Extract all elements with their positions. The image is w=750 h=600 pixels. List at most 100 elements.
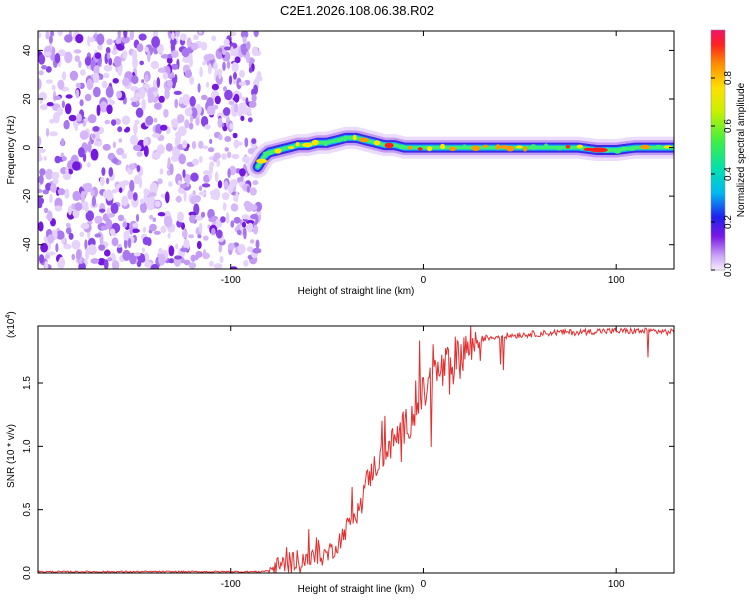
noise-blob [68,114,77,122]
noise-blob [226,60,231,69]
noise-blob [68,205,72,216]
noise-blob [168,181,173,187]
noise-blob [94,233,102,238]
noise-blob [85,247,90,260]
noise-blob [180,33,187,41]
noise-blob [97,258,106,266]
noise-blob [243,259,249,267]
noise-blob [38,136,41,148]
noise-blob [38,188,43,194]
noise-blob [203,249,206,257]
noise-blob [76,249,81,261]
noise-blob [132,223,139,228]
noise-blob [203,174,211,183]
noise-blob [157,67,166,73]
noise-blob [173,90,182,95]
noise-blob [136,151,143,157]
noise-blob [41,65,48,70]
noise-blob [52,178,59,185]
noise-blob [221,192,230,200]
noise-blob [213,152,221,160]
noise-blob [38,155,43,162]
noise-blob [209,161,215,168]
noise-blob [92,86,101,98]
noise-blob [190,172,199,182]
noise-blob [188,262,197,269]
noise-blob [199,66,203,78]
ridge-blob [449,146,457,151]
noise-blob [244,137,249,148]
noise-blob [61,137,65,147]
noise-blob [183,173,191,184]
noise-blob [193,195,201,203]
noise-blob [188,122,194,130]
spectrogram-frame [37,30,675,270]
noise-blob [251,138,257,144]
noise-blob [181,47,190,58]
noise-blob [222,202,227,211]
noise-blob [127,237,132,249]
ridge-blob [515,145,523,149]
noise-blob [90,148,99,161]
noise-blob [122,249,131,261]
noise-blob [85,210,95,222]
noise-blob [142,226,147,233]
noise-blob [127,189,134,200]
noise-blob [207,63,212,75]
noise-blob [64,188,70,199]
noise-blob [102,190,109,199]
noise-blob [133,123,138,135]
noise-blob [189,115,194,123]
noise-blob [224,147,229,152]
noise-blob [84,56,92,66]
noise-blob [195,250,203,258]
noise-blob [99,73,104,80]
noise-blob [105,86,114,98]
noise-blob [43,207,49,213]
noise-blob [122,221,128,228]
noise-blob [223,107,231,116]
noise-blob [143,188,150,196]
noise-blob [211,228,216,236]
noise-blob [202,170,211,176]
noise-blob [125,126,131,132]
noise-blob [99,208,106,213]
noise-blob [214,95,221,105]
ridge-blob [613,148,622,154]
noise-blob [209,190,216,197]
ridge-blob [417,147,423,151]
noise-blob [245,51,250,62]
noise-blob [246,220,255,225]
noise-blob [39,168,46,176]
noise-blob [183,94,188,100]
noise-blob [139,201,148,214]
noise-blob [231,153,240,160]
noise-blob [122,77,130,87]
noise-blob [49,131,58,137]
noise-blob [103,259,109,269]
noise-blob [90,189,95,197]
ridge-blob [295,142,300,147]
noise-blob [188,211,197,216]
noise-blob [170,37,177,46]
noise-blob [203,54,211,62]
noise-blob [223,38,230,46]
noise-blob [238,81,247,86]
noise-blob [93,140,103,147]
noise-blob [210,194,220,200]
noise-blob [189,214,196,224]
noise-blob [117,126,123,133]
noise-blob [107,97,112,104]
noise-blob [136,43,144,53]
noise-blob [145,115,154,126]
noise-blob [135,92,141,98]
noise-blob [96,33,105,46]
y-tick-label: 40 [22,44,33,56]
noise-blob [78,147,85,158]
noise-blob [167,232,171,239]
noise-blob [38,31,42,39]
noise-blob [158,247,163,255]
noise-blob [86,162,91,168]
noise-blob [106,38,113,45]
noise-blob [236,229,242,235]
